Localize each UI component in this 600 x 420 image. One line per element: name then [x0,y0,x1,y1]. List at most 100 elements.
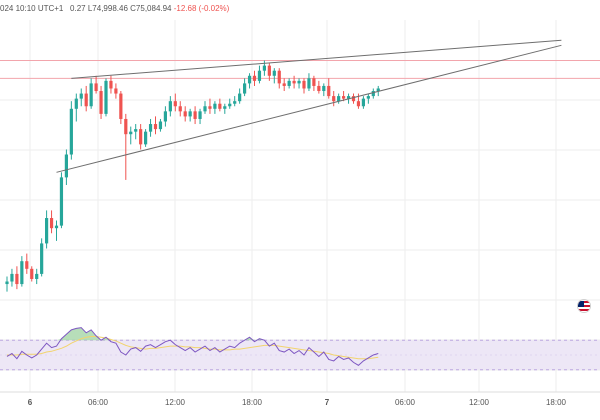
candle-body [247,75,252,84]
price-level-lines [0,60,600,79]
candle-body [94,83,98,92]
candle-body [371,91,375,97]
candle-body [173,101,177,107]
ohlc-low: L74,998.46 [87,4,128,13]
candle-body [74,98,78,109]
candles [5,60,380,292]
candle-body [346,96,351,99]
candle-body [228,103,232,107]
candle-body [64,154,68,178]
candle-body [297,80,301,84]
ohlc-open: 0.27 [70,4,86,13]
candle-body [366,96,370,99]
candle-body [10,273,14,282]
candle-body [322,85,326,92]
candle-body [342,96,346,99]
candle-body [45,218,49,244]
candle-body [351,96,356,102]
candle-body [134,129,138,132]
candle-body [243,83,247,94]
candle-body [267,65,271,76]
ohlc-readout: 024 10:10 UTC+1 0.27 L74,998.46 C75,084.… [0,4,229,13]
candle-body [193,111,197,119]
candle-body [198,111,202,119]
x-tick-label: 12:00 [469,398,490,407]
candle-body [40,243,44,274]
candle-body [208,106,212,109]
candle-body [89,83,93,107]
uk-flag-icon[interactable] [577,299,591,313]
candle-body [317,85,321,92]
candle-body [168,101,172,112]
x-tick-label: 6 [28,398,33,407]
trendline-upper [71,39,562,79]
candle-body [5,281,9,285]
candle-body [49,218,54,229]
candle-body [109,80,113,89]
candle-body [114,88,118,94]
candle-body [361,98,365,107]
ohlc-close: C75,084.94 [130,4,172,13]
rsi-line [6,327,379,366]
candle-body [277,70,281,84]
candle-body [54,225,59,229]
candle-body [252,75,257,81]
candle-body [327,85,331,97]
candle-body [183,111,187,117]
candle-body [79,93,83,99]
candle-body [119,93,123,119]
x-tick-label: 06:00 [88,398,109,407]
x-tick-label: 12:00 [165,398,186,407]
candle-body [307,78,311,89]
candle-body [356,101,361,107]
rsi-panel [0,327,600,371]
candle-body [272,70,276,76]
trendline-lower [56,44,562,173]
trendlines[interactable] [56,39,562,173]
candle-body [257,70,262,81]
candle-body [233,101,237,104]
x-tick-label: 18:00 [546,398,567,407]
candle-body [163,111,167,122]
candle-body [302,80,306,89]
candle-body [262,65,266,71]
candle-body [25,261,29,269]
candle-body [312,78,316,86]
candle-body [124,118,128,135]
candle-body [188,111,192,117]
candle-body [158,121,163,130]
candle-body [153,124,158,130]
candle-body [238,93,242,102]
candle-body [292,80,296,84]
candle-body [30,268,34,279]
candle-body [129,131,133,135]
candle-body [218,103,222,109]
datetime: 024 10:10 UTC+1 [0,4,64,13]
rsi-ma-line [7,336,379,360]
candle-body [287,80,291,86]
candle-body [69,108,73,155]
x-tick-label: 06:00 [395,398,416,407]
candle-body [84,93,88,107]
x-tick-label: 7 [325,398,330,407]
candle-body [139,129,143,145]
candle-body [144,131,148,145]
candle-body [99,91,103,114]
candle-body [213,103,217,109]
candle-body [104,80,108,114]
candle-body [148,124,153,132]
candle-body [203,106,207,112]
candle-body [59,177,64,226]
candle-body [178,106,182,112]
candle-body [332,96,336,102]
x-axis: 6 06:00 12:00 18:00 7 06:00 12:00 18:00 [28,398,567,407]
ohlc-change: -12.68 (-0.02%) [173,4,230,13]
rsi-overbought-fill [7,327,379,341]
candle-body [20,261,24,285]
candle-body [282,83,286,86]
candle-body [223,106,227,109]
candle-body [15,273,19,285]
x-tick-label: 18:00 [242,398,263,407]
candle-body [35,273,39,279]
